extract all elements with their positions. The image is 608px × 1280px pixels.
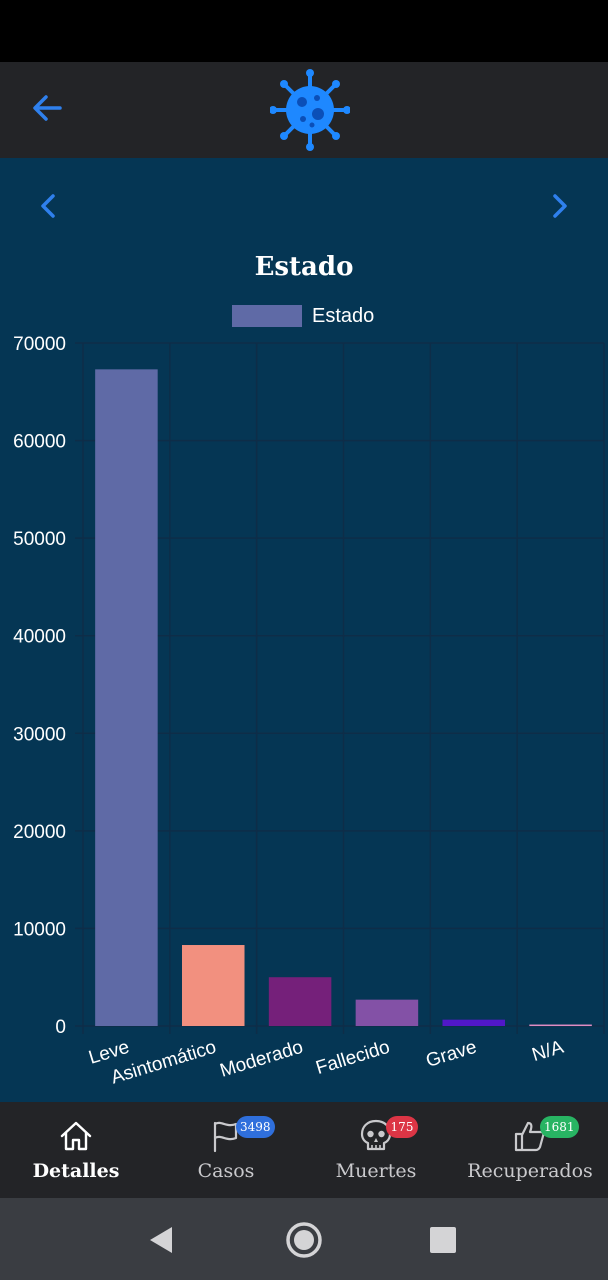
muertes-badge: 175 bbox=[386, 1116, 418, 1138]
nav-label-recuperados: Recuperados bbox=[467, 1160, 593, 1182]
arrow-left-icon bbox=[33, 95, 62, 121]
bar-leve bbox=[95, 369, 158, 1026]
y-tick-label: 70000 bbox=[13, 334, 66, 355]
bar-moderado bbox=[268, 977, 332, 1026]
bottom-navigation: Detalles 3498 Casos 175 Muertes 1681 Rec… bbox=[0, 1102, 608, 1198]
recuperados-badge: 1681 bbox=[540, 1116, 579, 1138]
y-tick-label: 30000 bbox=[13, 724, 66, 745]
y-tick-label: 0 bbox=[55, 1017, 66, 1038]
system-navigation-bar bbox=[0, 1198, 608, 1280]
virus-icon bbox=[269, 69, 351, 151]
system-home-button[interactable] bbox=[282, 1218, 326, 1262]
y-tick-label: 10000 bbox=[13, 919, 66, 940]
y-tick-label: 20000 bbox=[13, 822, 66, 843]
status-bar bbox=[0, 0, 608, 62]
nav-label-casos: Casos bbox=[197, 1160, 255, 1182]
app-logo bbox=[269, 66, 351, 154]
x-tick-label: Fallecido bbox=[314, 1037, 393, 1079]
triangle-back-icon bbox=[150, 1227, 172, 1253]
bar-asintom-tico bbox=[181, 945, 245, 1026]
y-tick-label: 60000 bbox=[13, 432, 66, 453]
nav-casos[interactable]: 3498 Casos bbox=[150, 1102, 302, 1198]
app-bar bbox=[0, 62, 608, 158]
system-back-button[interactable] bbox=[140, 1218, 184, 1262]
nav-muertes[interactable]: 175 Muertes bbox=[300, 1102, 452, 1198]
bar-chart: 010000200003000040000500006000070000Leve… bbox=[13, 334, 605, 1089]
home-icon bbox=[60, 1121, 92, 1151]
nav-recuperados[interactable]: 1681 Recuperados bbox=[454, 1102, 606, 1198]
chevron-right-icon bbox=[553, 194, 567, 218]
chart-panel: 0 10000 20000 30000 40000 50000 60000 70000 Leve… bbox=[0, 158, 608, 1102]
casos-badge: 3498 bbox=[236, 1116, 275, 1138]
legend-swatch bbox=[232, 305, 302, 327]
previous-chart-button[interactable] bbox=[28, 186, 68, 226]
y-tick-label: 40000 bbox=[13, 627, 66, 648]
bar-fallecido bbox=[355, 999, 419, 1026]
next-chart-button[interactable] bbox=[540, 186, 580, 226]
nav-label-muertes: Muertes bbox=[335, 1160, 417, 1182]
nav-detalles[interactable]: Detalles bbox=[0, 1102, 152, 1198]
legend-label: Estado bbox=[312, 304, 375, 327]
x-tick-label: N/A bbox=[530, 1037, 567, 1066]
system-recents-button[interactable] bbox=[421, 1218, 465, 1262]
square-recents-icon bbox=[430, 1227, 456, 1253]
chart-legend[interactable]: Estado bbox=[232, 304, 374, 328]
x-tick-label: Grave bbox=[424, 1037, 480, 1072]
x-tick-label: Moderado bbox=[218, 1037, 306, 1082]
circle-home-icon bbox=[286, 1222, 322, 1258]
y-tick-label: 50000 bbox=[13, 529, 66, 550]
back-button[interactable] bbox=[26, 86, 70, 130]
chart-title: Estado bbox=[254, 252, 354, 282]
chevron-left-icon bbox=[41, 194, 55, 218]
nav-label-detalles: Detalles bbox=[32, 1160, 120, 1182]
bar-grave bbox=[442, 1019, 506, 1026]
bar-n-a bbox=[529, 1024, 592, 1027]
